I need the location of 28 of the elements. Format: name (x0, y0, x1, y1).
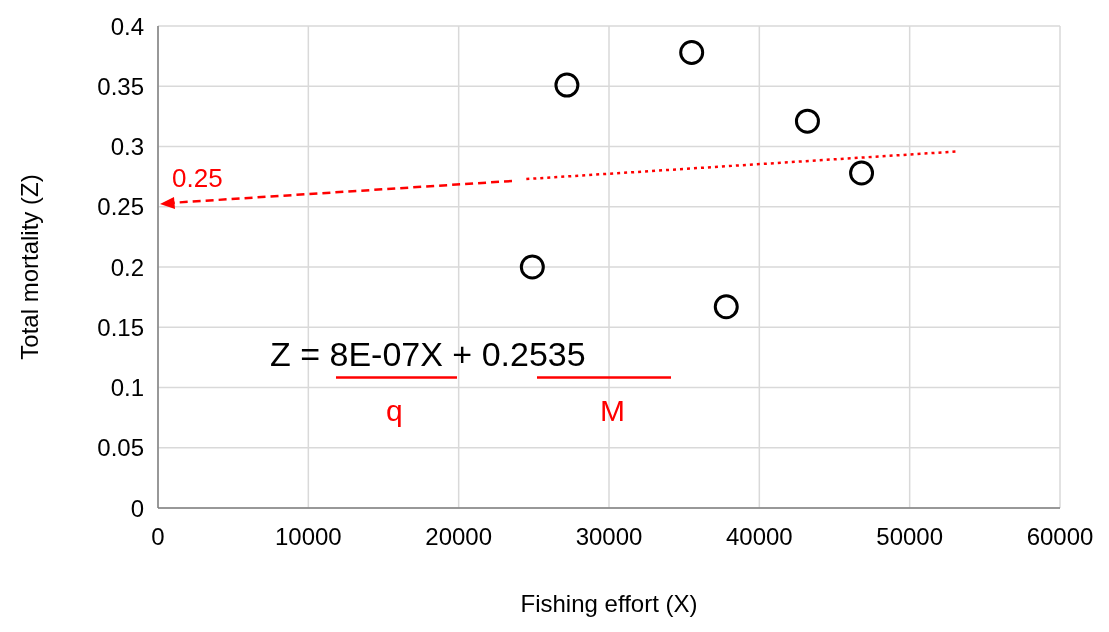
point (679, 40, 705, 66)
point (554, 72, 580, 98)
point (713, 294, 739, 320)
annotation: M (600, 394, 625, 428)
y-tick-label: 0.35 (97, 72, 144, 100)
x-tick-label: 30000 (575, 523, 643, 551)
point (519, 254, 545, 280)
y-tick-label: 0.2 (110, 253, 144, 281)
y-tick-label: 0.05 (97, 434, 144, 462)
point (849, 160, 875, 186)
annotation: q (386, 394, 403, 428)
annotation: 0.25 (172, 163, 223, 194)
x-axis-title: Fishing effort (X) (520, 590, 698, 617)
x-tick-label: 20000 (425, 523, 493, 551)
x-tick-label: 50000 (876, 523, 944, 551)
y-tick-label: 0.3 (110, 133, 144, 161)
x-tick-label: 60000 (1026, 523, 1094, 551)
point (794, 108, 820, 134)
y-tick-label: 0.15 (97, 313, 144, 341)
x-tick-label: 0 (151, 523, 165, 551)
y-tick-label: 0.1 (110, 374, 144, 402)
y-tick-label: 0 (130, 494, 144, 522)
x-tick-label: 40000 (725, 523, 793, 551)
y-tick-label: 0.25 (97, 193, 144, 221)
x-tick-label: 10000 (274, 523, 342, 551)
y-tick-label: 0.4 (110, 12, 144, 40)
annotation: Z = 8E-07X + 0.2535 (270, 335, 586, 374)
y-axis-title: Total mortality (Z) (16, 174, 43, 360)
